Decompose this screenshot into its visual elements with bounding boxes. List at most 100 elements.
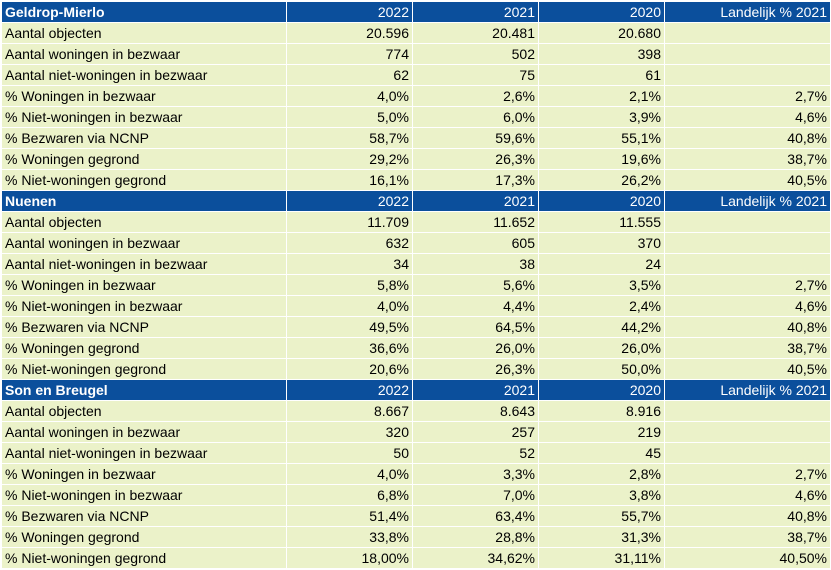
table-cell: 26,2% [538, 169, 665, 191]
table-cell: 26,3% [412, 358, 539, 380]
table-row: % Niet-woningen in bezwaar 5,0% 6,0% 3,9% 4,… [1, 106, 831, 128]
table-cell: 26,3% [412, 148, 539, 170]
table-cell: 6,8% [286, 484, 413, 506]
table-cell: 61 [538, 64, 665, 86]
table-row: % Woningen in bezwaar 5,8% 5,6% 3,5% 2,7% [1, 274, 831, 296]
table-row: Aantal woningen in bezwaar 320 257 219 [1, 421, 831, 443]
table-cell [664, 253, 831, 275]
row-label: Aantal objecten [1, 22, 287, 44]
section-header-row: Nuenen 2022 2021 2020 Landelijk % 2021 [1, 190, 831, 212]
table-row: % Niet-woningen gegrond 20,6% 26,3% 50,0% 40… [1, 358, 831, 380]
row-label: Aantal woningen in bezwaar [1, 421, 287, 443]
row-label: % Bezwaren via NCNP [1, 127, 287, 149]
table-cell: 7,0% [412, 484, 539, 506]
table-cell: 38,7% [664, 148, 831, 170]
table-cell [664, 400, 831, 422]
row-label: Aantal objecten [1, 211, 287, 233]
row-label: % Niet-woningen gegrond [1, 169, 287, 191]
table-cell: 605 [412, 232, 539, 254]
row-label: % Woningen in bezwaar [1, 274, 287, 296]
section-name: Son en Breugel [1, 379, 287, 401]
table-cell: 31,3% [538, 526, 665, 548]
table-cell: 28,8% [412, 526, 539, 548]
table-cell: 52 [412, 442, 539, 464]
table-cell: 4,6% [664, 484, 831, 506]
table-row: % Niet-woningen gegrond 16,1% 17,3% 26,2% 40… [1, 169, 831, 191]
table-row: % Woningen in bezwaar 4,0% 3,3% 2,8% 2,7% [1, 463, 831, 485]
table-cell: 4,4% [412, 295, 539, 317]
table-cell: 62 [286, 64, 413, 86]
table-cell: 11.652 [412, 211, 539, 233]
table-cell [664, 421, 831, 443]
table-cell: 50,0% [538, 358, 665, 380]
table-cell: 16,1% [286, 169, 413, 191]
table-cell: 632 [286, 232, 413, 254]
table-cell: 33,8% [286, 526, 413, 548]
table-row: Aantal niet-woningen in bezwaar 62 75 61 [1, 64, 831, 86]
table-cell: 774 [286, 43, 413, 65]
table-row: Aantal niet-woningen in bezwaar 50 52 45 [1, 442, 831, 464]
table-cell: 3,9% [538, 106, 665, 128]
table-row: Aantal woningen in bezwaar 774 502 398 [1, 43, 831, 65]
column-header: Landelijk % 2021 [664, 379, 831, 401]
table-cell: 20.481 [412, 22, 539, 44]
row-label: Aantal niet-woningen in bezwaar [1, 253, 287, 275]
table-cell [664, 211, 831, 233]
row-label: % Bezwaren via NCNP [1, 316, 287, 338]
table-row: Aantal objecten 11.709 11.652 11.555 [1, 211, 831, 233]
table-cell: 40,8% [664, 127, 831, 149]
section-name: Nuenen [1, 190, 287, 212]
table-cell: 34 [286, 253, 413, 275]
table-cell: 59,6% [412, 127, 539, 149]
table-cell: 31,11% [538, 547, 665, 569]
section-header-row: Son en Breugel 2022 2021 2020 Landelijk % 20… [1, 379, 831, 401]
table-cell: 3,3% [412, 463, 539, 485]
table-cell: 5,8% [286, 274, 413, 296]
row-label: % Niet-woningen in bezwaar [1, 106, 287, 128]
table-cell: 55,7% [538, 505, 665, 527]
table-cell: 20.680 [538, 22, 665, 44]
row-label: % Niet-woningen in bezwaar [1, 295, 287, 317]
row-label: % Niet-woningen gegrond [1, 547, 287, 569]
table-cell: 502 [412, 43, 539, 65]
table-cell: 26,0% [412, 337, 539, 359]
table-cell: 8.916 [538, 400, 665, 422]
column-header: Landelijk % 2021 [664, 1, 831, 23]
table-row: % Niet-woningen gegrond 18,00% 34,62% 31,11… [1, 547, 831, 569]
table-cell: 63,4% [412, 505, 539, 527]
section-header-row: Geldrop-Mierlo 2022 2021 2020 Landelijk % 20… [1, 1, 831, 23]
table-cell: 38,7% [664, 526, 831, 548]
table-row: % Bezwaren via NCNP 49,5% 64,5% 44,2% 40,8% [1, 316, 831, 338]
table-cell: 34,62% [412, 547, 539, 569]
table-cell: 64,5% [412, 316, 539, 338]
row-label: % Woningen gegrond [1, 148, 287, 170]
table-cell: 8.667 [286, 400, 413, 422]
table-cell: 40,8% [664, 316, 831, 338]
row-label: Aantal woningen in bezwaar [1, 232, 287, 254]
column-header: 2020 [538, 1, 665, 23]
table-cell: 2,7% [664, 463, 831, 485]
table-cell: 4,6% [664, 295, 831, 317]
table-cell: 40,5% [664, 358, 831, 380]
table-cell: 26,0% [538, 337, 665, 359]
table-cell: 18,00% [286, 547, 413, 569]
table-cell: 3,8% [538, 484, 665, 506]
table-cell: 219 [538, 421, 665, 443]
row-label: % Woningen in bezwaar [1, 85, 287, 107]
table-cell: 398 [538, 43, 665, 65]
row-label: % Woningen gegrond [1, 526, 287, 548]
table-cell: 24 [538, 253, 665, 275]
table-row: Aantal niet-woningen in bezwaar 34 38 24 [1, 253, 831, 275]
table-cell: 320 [286, 421, 413, 443]
table-cell: 8.643 [412, 400, 539, 422]
column-header: 2022 [286, 190, 413, 212]
table-cell: 58,7% [286, 127, 413, 149]
table-cell [664, 22, 831, 44]
table-cell: 6,0% [412, 106, 539, 128]
table-cell: 11.555 [538, 211, 665, 233]
column-header: 2022 [286, 1, 413, 23]
table-cell: 17,3% [412, 169, 539, 191]
table-cell: 370 [538, 232, 665, 254]
table-cell: 20,6% [286, 358, 413, 380]
